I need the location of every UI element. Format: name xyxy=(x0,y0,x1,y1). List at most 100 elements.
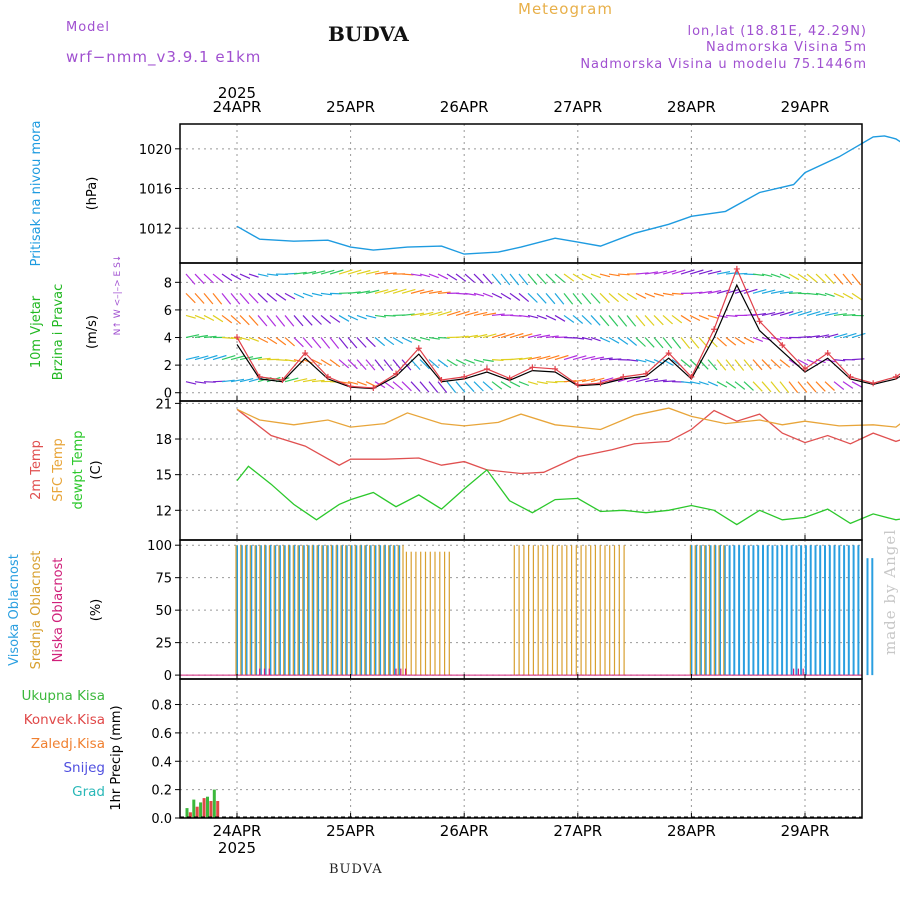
wind-arrow xyxy=(185,381,197,385)
wind-arrow xyxy=(779,381,790,393)
panel-frame xyxy=(179,539,863,680)
wind-arrow xyxy=(815,334,830,339)
wind-gust-marker xyxy=(824,350,831,357)
wind-arrow xyxy=(248,273,259,278)
date-label-bottom: 24APR xyxy=(213,822,262,840)
wind-arrow xyxy=(401,288,416,294)
y-tick-label: 18 xyxy=(155,433,172,448)
wind-gust-marker xyxy=(483,365,490,372)
wind-arrow xyxy=(446,381,457,393)
wind-arrow xyxy=(410,273,422,277)
wind-arrow xyxy=(392,381,404,391)
wind-arrow xyxy=(599,377,614,383)
wind-arrow xyxy=(833,359,846,362)
wind-arrow xyxy=(401,359,412,371)
wind-arrow xyxy=(509,381,521,388)
wind-arrow xyxy=(590,315,601,326)
wind-gust-marker xyxy=(665,350,672,357)
wind-arrow xyxy=(599,336,611,343)
wind-arrow xyxy=(437,291,451,294)
date-label-top: 25APR xyxy=(326,98,375,116)
wind-arrow xyxy=(842,273,853,286)
wind-arrow xyxy=(770,290,785,294)
wind-arrow xyxy=(203,354,218,361)
wind-arrow xyxy=(779,273,791,279)
wind-arrow xyxy=(230,273,242,281)
wind-arrow xyxy=(509,357,523,361)
wind-arrow xyxy=(473,311,488,317)
date-label-bottom: 29APR xyxy=(781,822,830,840)
wind-arrow xyxy=(239,378,254,383)
wind-arrow xyxy=(185,292,196,304)
wind-arrow xyxy=(662,314,673,325)
wind-arrow xyxy=(851,332,866,339)
wind-arrow xyxy=(626,359,639,362)
wind-arrow xyxy=(797,310,812,317)
wind-arrow xyxy=(734,337,746,345)
wind-arrow xyxy=(617,273,630,276)
wind-arrow xyxy=(356,359,367,371)
wind-arrow xyxy=(590,292,601,304)
wind-arrow xyxy=(680,314,692,323)
wind-arrow xyxy=(824,312,839,317)
wind-arrow xyxy=(680,359,692,368)
wind-arrow xyxy=(275,292,287,301)
wind-arrow xyxy=(473,333,488,339)
wind-arrow xyxy=(806,359,818,365)
wind-arrow xyxy=(248,356,263,361)
wind-arrow xyxy=(761,273,773,277)
wind-arrow xyxy=(761,289,776,294)
wind-arrow xyxy=(203,292,214,305)
wind-arrow xyxy=(590,336,601,342)
precip-conv-bar xyxy=(216,801,220,818)
wind-gust-line xyxy=(236,267,900,389)
wind-arrow xyxy=(239,336,250,341)
wind-arrow xyxy=(374,359,385,371)
wind-arrow xyxy=(806,335,820,339)
wind-arrow xyxy=(599,357,613,361)
wind-arrow xyxy=(626,377,641,383)
wind-arrow xyxy=(392,288,407,294)
wind-arrow xyxy=(284,337,295,347)
wind-arrow xyxy=(302,292,313,298)
wind-gust-marker xyxy=(393,370,400,377)
wind-gust-marker xyxy=(302,350,309,357)
wind-arrow xyxy=(266,315,277,327)
wind-arrow xyxy=(779,310,794,317)
wind-arrow xyxy=(320,314,332,324)
wind-arrow xyxy=(320,269,335,275)
wind-arrow xyxy=(806,292,819,296)
wind-arrow xyxy=(221,336,234,339)
wind-arrow xyxy=(275,315,286,327)
y-tick-label: 0.2 xyxy=(151,784,172,799)
wind-gust-marker xyxy=(506,375,513,382)
wind-arrow xyxy=(716,381,728,388)
wind-arrow xyxy=(230,378,245,383)
wind-gust-marker xyxy=(415,345,422,352)
wind-arrow xyxy=(752,273,765,277)
y-tick-label: 0.6 xyxy=(151,727,172,742)
wind-arrow xyxy=(581,292,592,305)
precip-total-bar xyxy=(212,789,216,818)
wind-arrow xyxy=(374,314,386,318)
wind-arrow xyxy=(212,273,224,283)
wind-arrow xyxy=(266,376,281,383)
wind-arrow xyxy=(545,314,557,321)
wind-arrow xyxy=(518,292,530,303)
wind-arrow xyxy=(716,337,727,347)
wind-arrow xyxy=(329,314,341,323)
wind-gust-marker xyxy=(347,383,354,390)
wind-arrow xyxy=(455,310,470,317)
wind-arrow xyxy=(554,273,566,283)
wind-arrow xyxy=(599,315,610,327)
wind-arrow xyxy=(194,355,209,361)
wind-arrow xyxy=(635,272,649,275)
wind-arrow xyxy=(671,269,686,275)
temp-unit-label: (C) xyxy=(89,460,104,479)
wind-arrow xyxy=(239,273,251,279)
wind-arrow xyxy=(833,273,844,285)
wind-arrow xyxy=(491,313,505,317)
wind-arrow xyxy=(410,381,421,393)
wind-arrow xyxy=(419,381,430,393)
wind-gust-marker xyxy=(279,377,286,384)
